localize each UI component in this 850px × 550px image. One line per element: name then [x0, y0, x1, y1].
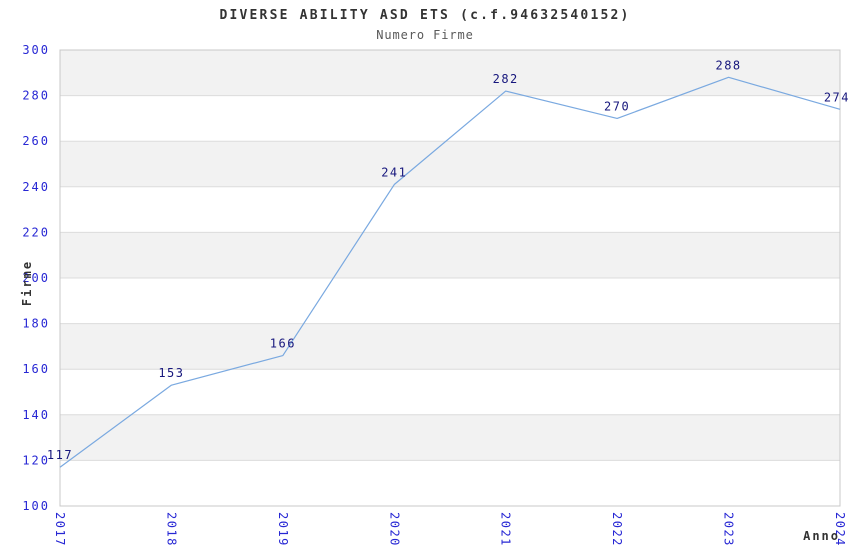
x-tick-label: 2021 — [499, 512, 513, 547]
y-tick-label: 240 — [22, 180, 50, 194]
x-tick-label-group: 2023 — [722, 512, 736, 547]
plot-band — [60, 323, 840, 370]
x-tick-label-group: 2021 — [499, 512, 513, 547]
plot-band — [60, 232, 840, 278]
y-tick-label: 220 — [22, 225, 50, 239]
x-tick-label: 2019 — [276, 512, 290, 547]
y-tick-label: 300 — [22, 43, 50, 57]
y-tick-label: 160 — [22, 362, 50, 376]
x-tick-label: 2023 — [722, 512, 736, 547]
series-line — [59, 76, 841, 468]
data-point-label: 274 — [824, 90, 850, 104]
data-point-label: 153 — [158, 366, 184, 380]
x-tick-label-group: 2022 — [610, 512, 624, 547]
y-tick-label: 180 — [22, 317, 50, 331]
y-tick-label: 140 — [22, 408, 50, 422]
plot-band — [60, 141, 840, 187]
plot-band — [60, 95, 840, 142]
data-point-label: 117 — [47, 448, 73, 462]
y-tick-label: 280 — [22, 89, 50, 103]
data-point-label: 288 — [715, 58, 741, 72]
y-tick-label: 200 — [22, 271, 50, 285]
plot-band — [60, 414, 840, 461]
x-tick-label-group: 2020 — [387, 512, 401, 547]
y-tick-label: 100 — [22, 499, 50, 513]
plot-band — [60, 50, 840, 96]
y-tick-label: 120 — [22, 453, 50, 467]
x-tick-label: 2020 — [387, 512, 401, 547]
chart-subtitle: Numero Firme — [376, 28, 474, 42]
chart-generated: 117 153 166 241 282 270 288 274 100 120 140 160 180 2… — [22, 43, 850, 547]
plot-band — [60, 186, 840, 233]
x-tick-label-group: 2017 — [53, 512, 67, 547]
plot-band — [60, 278, 840, 324]
x-tick-label-group: 2024 — [833, 512, 847, 547]
plot-band — [60, 460, 840, 506]
x-tick-label: 2017 — [53, 512, 67, 547]
x-tick-label-group: 2019 — [276, 512, 290, 547]
x-tick-label: 2018 — [164, 512, 178, 547]
data-point-label: 270 — [604, 99, 630, 113]
x-tick-label: 2022 — [610, 512, 624, 547]
x-tick-label-group: 2018 — [164, 512, 178, 547]
y-axis-title: Firme — [20, 260, 34, 306]
plot-band — [60, 369, 840, 415]
data-point-label: 282 — [493, 72, 519, 86]
chart-title: DIVERSE ABILITY ASD ETS (c.f.94632540152… — [219, 8, 630, 23]
data-point-label: 166 — [270, 337, 296, 351]
x-axis-title: Anno — [803, 529, 840, 543]
y-tick-label: 260 — [22, 134, 50, 148]
data-point-label: 241 — [381, 166, 407, 180]
x-tick-label: 2024 — [833, 512, 847, 547]
plot-border — [59, 49, 841, 507]
